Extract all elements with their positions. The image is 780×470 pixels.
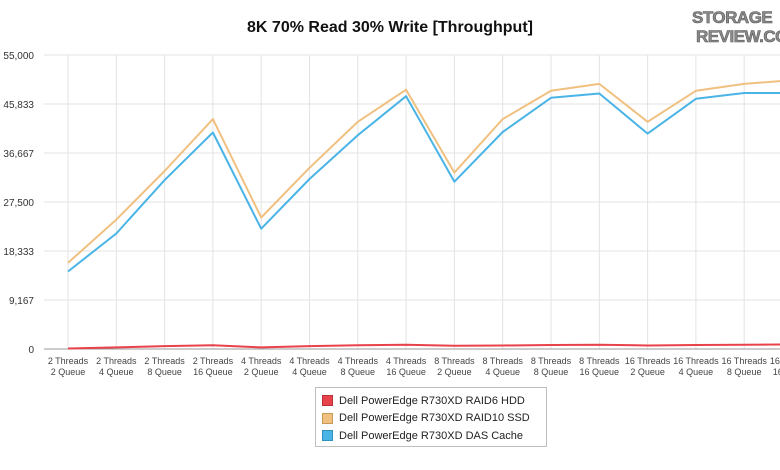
x-tick-label: 16 Queue	[193, 367, 233, 377]
x-tick-label: 2 Queue	[244, 367, 279, 377]
legend-swatch-hdd	[322, 395, 333, 407]
legend-label-hdd: Dell PowerEdge R730XD RAID6 HDD	[339, 394, 525, 407]
x-tick-label: 8 Threads	[579, 356, 620, 366]
x-tick-label: 4 Threads	[241, 356, 282, 366]
series-line-0	[67, 343, 780, 350]
x-tick-label: 8 Threads	[531, 356, 572, 366]
y-tick-label: 18,333	[3, 247, 34, 258]
y-tick-label: 27,500	[3, 198, 34, 209]
svg-text:REVIEW.COM: REVIEW.COM	[696, 27, 780, 46]
x-tick-label: 4 Queue	[99, 367, 134, 377]
x-tick-label: 16 Threads	[722, 356, 768, 366]
x-tick-label: 2 Queue	[630, 367, 665, 377]
legend: Dell PowerEdge R730XD RAID6 HDD Dell Pow…	[315, 387, 547, 447]
y-tick-label: 9,167	[9, 296, 34, 307]
x-tick-label: 2 Threads	[193, 356, 234, 366]
legend-swatch-ssd	[322, 412, 333, 424]
x-tick-label: 4 Threads	[289, 356, 330, 366]
x-tick-label: 4 Queue	[485, 367, 520, 377]
x-tick-label: 16 Threads	[625, 356, 671, 366]
x-tick-label: 4 Queue	[679, 367, 714, 377]
x-tick-label: 16 Queue	[386, 367, 426, 377]
x-tick-label: 4 Threads	[386, 356, 427, 366]
legend-item-das-cache[interactable]: Dell PowerEdge R730XD DAS Cache	[322, 427, 540, 445]
legend-item-hdd[interactable]: Dell PowerEdge R730XD RAID6 HDD	[322, 392, 540, 410]
x-tick-label: 8 Threads	[434, 356, 475, 366]
x-tick-label: 2 Threads	[144, 356, 185, 366]
x-tick-label: 8 Queue	[341, 367, 376, 377]
x-tick-label: 4 Queue	[292, 367, 327, 377]
x-tick-label: 4 Threads	[338, 356, 379, 366]
storagereview-logo: STORAGE REVIEW.COM	[692, 8, 780, 46]
x-tick-label: 2 Threads	[96, 356, 137, 366]
x-tick-label: 16 Threads	[770, 356, 780, 366]
y-tick-label: 0	[28, 345, 34, 356]
legend-item-ssd[interactable]: Dell PowerEdge R730XD RAID10 SSD	[322, 410, 540, 428]
series-line-1	[67, 80, 780, 264]
x-tick-label: 16 Threads	[673, 356, 719, 366]
y-tick-label: 45,833	[3, 100, 34, 111]
series-line-2	[67, 92, 780, 273]
legend-label-ssd: Dell PowerEdge R730XD RAID10 SSD	[339, 412, 530, 425]
x-tick-label: 2 Queue	[51, 367, 86, 377]
x-tick-label: 8 Queue	[534, 367, 569, 377]
chart-title: 8K 70% Read 30% Write [Throughput]	[247, 19, 533, 36]
legend-swatch-das-cache	[322, 430, 333, 442]
y-tick-label: 55,000	[3, 51, 34, 62]
x-tick-label: 16 Queue	[773, 367, 780, 377]
svg-text:STORAGE: STORAGE	[692, 8, 772, 27]
x-tick-label: 8 Threads	[483, 356, 524, 366]
x-tick-label: 2 Queue	[437, 367, 472, 377]
x-tick-label: 8 Queue	[727, 367, 762, 377]
x-tick-label: 8 Queue	[147, 367, 182, 377]
legend-label-das-cache: Dell PowerEdge R730XD DAS Cache	[339, 429, 524, 442]
x-tick-label: 16 Queue	[580, 367, 620, 377]
y-tick-label: 36,667	[3, 149, 34, 160]
x-tick-label: 2 Threads	[48, 356, 89, 366]
